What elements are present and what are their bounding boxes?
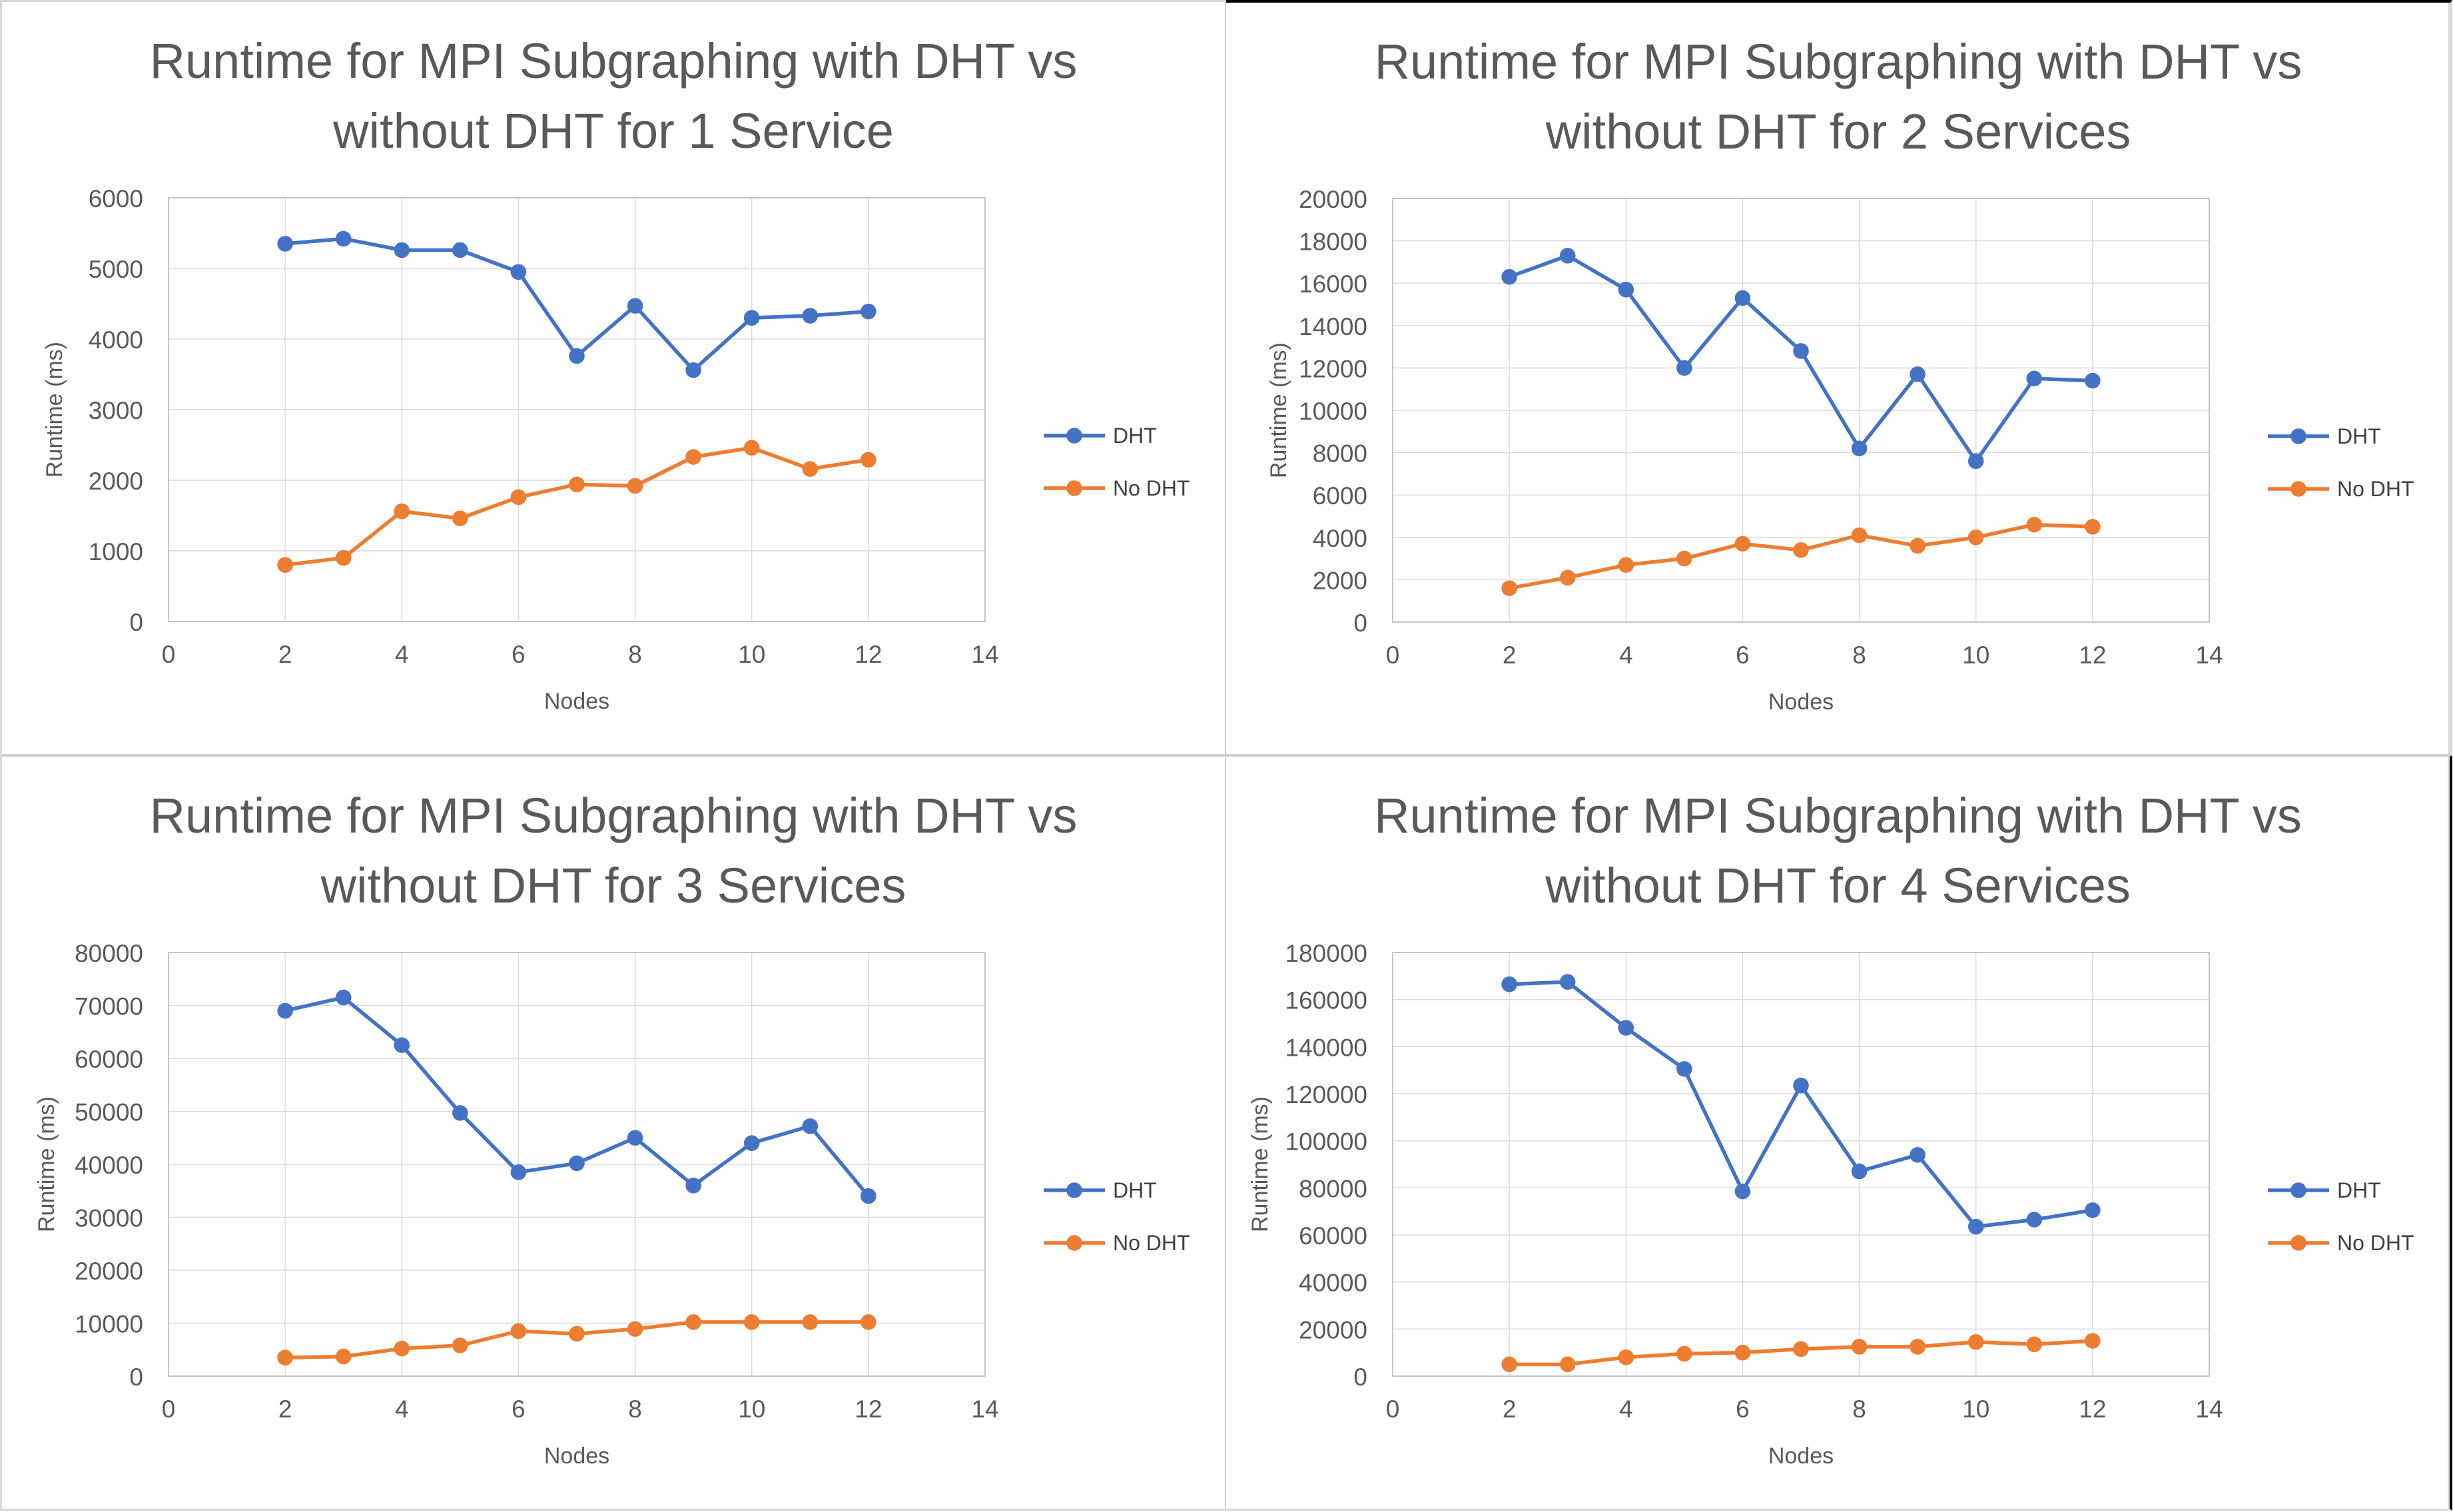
svg-text:10000: 10000 <box>1299 398 1367 425</box>
svg-text:No DHT: No DHT <box>1113 476 1190 500</box>
svg-text:5000: 5000 <box>89 256 143 283</box>
svg-text:4000: 4000 <box>1313 525 1367 552</box>
svg-text:2: 2 <box>278 641 292 668</box>
svg-text:1000: 1000 <box>89 538 143 566</box>
svg-text:DHT: DHT <box>2337 424 2381 448</box>
svg-text:60000: 60000 <box>1299 1222 1367 1250</box>
svg-text:14: 14 <box>2195 1395 2223 1423</box>
svg-text:20000: 20000 <box>1299 1316 1367 1343</box>
svg-text:12000: 12000 <box>1299 355 1367 382</box>
svg-text:Nodes: Nodes <box>1768 689 1834 715</box>
svg-text:8000: 8000 <box>1313 440 1367 468</box>
svg-text:10: 10 <box>1962 641 1989 669</box>
svg-text:Nodes: Nodes <box>544 1443 609 1469</box>
svg-text:12: 12 <box>855 641 882 668</box>
svg-text:0: 0 <box>1353 609 1367 637</box>
svg-text:2000: 2000 <box>89 468 143 495</box>
svg-text:10: 10 <box>738 1395 765 1423</box>
svg-text:No DHT: No DHT <box>2337 477 2414 501</box>
svg-text:20000: 20000 <box>1299 186 1367 213</box>
svg-text:10: 10 <box>738 641 765 668</box>
svg-text:Nodes: Nodes <box>544 689 609 714</box>
svg-text:0: 0 <box>129 1363 143 1391</box>
svg-text:No DHT: No DHT <box>2337 1231 2414 1255</box>
svg-text:14: 14 <box>2195 641 2223 669</box>
svg-text:6000: 6000 <box>89 185 143 212</box>
svg-text:4000: 4000 <box>89 326 143 354</box>
svg-text:8: 8 <box>1852 641 1866 669</box>
svg-text:6: 6 <box>512 1395 526 1423</box>
svg-text:14: 14 <box>971 1395 998 1423</box>
svg-text:6000: 6000 <box>1313 482 1367 510</box>
svg-text:0: 0 <box>1386 1395 1400 1423</box>
svg-text:14: 14 <box>971 641 998 668</box>
svg-text:4: 4 <box>1619 641 1633 669</box>
svg-text:3000: 3000 <box>89 397 143 424</box>
svg-text:Runtime (ms): Runtime (ms) <box>1266 342 1291 478</box>
svg-text:4: 4 <box>1619 1395 1633 1423</box>
svg-text:2: 2 <box>1503 641 1517 669</box>
svg-text:100000: 100000 <box>1285 1128 1367 1156</box>
svg-text:Runtime (ms): Runtime (ms) <box>42 342 67 478</box>
svg-text:DHT: DHT <box>1113 424 1157 448</box>
svg-text:70000: 70000 <box>75 993 143 1020</box>
svg-text:10000: 10000 <box>75 1311 143 1338</box>
svg-text:Nodes: Nodes <box>1768 1443 1834 1469</box>
svg-text:8: 8 <box>628 641 642 668</box>
svg-text:0: 0 <box>162 1395 176 1423</box>
svg-text:2: 2 <box>278 1395 292 1423</box>
svg-text:30000: 30000 <box>75 1205 143 1232</box>
svg-text:160000: 160000 <box>1285 987 1367 1014</box>
svg-text:14000: 14000 <box>1299 313 1367 340</box>
svg-text:0: 0 <box>162 641 176 668</box>
svg-text:4: 4 <box>395 641 409 668</box>
svg-text:0: 0 <box>1386 641 1400 669</box>
svg-text:6: 6 <box>1736 641 1750 669</box>
svg-text:40000: 40000 <box>75 1152 143 1179</box>
svg-text:180000: 180000 <box>1285 940 1367 967</box>
svg-text:8: 8 <box>628 1395 642 1423</box>
svg-text:12: 12 <box>2079 1395 2106 1423</box>
svg-text:2: 2 <box>1503 1395 1517 1423</box>
svg-text:50000: 50000 <box>75 1099 143 1126</box>
svg-text:12: 12 <box>2079 641 2106 669</box>
svg-text:No DHT: No DHT <box>1113 1231 1190 1255</box>
svg-text:10: 10 <box>1962 1395 1989 1423</box>
svg-text:Runtime (ms): Runtime (ms) <box>34 1096 59 1232</box>
svg-text:140000: 140000 <box>1285 1034 1367 1061</box>
svg-text:120000: 120000 <box>1285 1081 1367 1108</box>
svg-text:0: 0 <box>129 609 143 636</box>
svg-text:12: 12 <box>855 1395 882 1423</box>
svg-text:20000: 20000 <box>75 1258 143 1285</box>
svg-text:80000: 80000 <box>75 940 143 967</box>
svg-text:40000: 40000 <box>1299 1270 1367 1297</box>
svg-text:DHT: DHT <box>2337 1178 2381 1202</box>
svg-text:6: 6 <box>1736 1395 1750 1423</box>
svg-text:80000: 80000 <box>1299 1175 1367 1202</box>
svg-text:60000: 60000 <box>75 1046 143 1073</box>
svg-text:4: 4 <box>395 1395 409 1423</box>
svg-text:6: 6 <box>512 641 526 668</box>
svg-text:Runtime (ms): Runtime (ms) <box>1247 1096 1273 1232</box>
svg-text:DHT: DHT <box>1113 1178 1157 1202</box>
svg-text:16000: 16000 <box>1299 270 1367 298</box>
svg-text:0: 0 <box>1353 1363 1367 1391</box>
svg-text:8: 8 <box>1852 1395 1866 1423</box>
svg-text:2000: 2000 <box>1313 567 1367 594</box>
svg-text:18000: 18000 <box>1299 228 1367 256</box>
